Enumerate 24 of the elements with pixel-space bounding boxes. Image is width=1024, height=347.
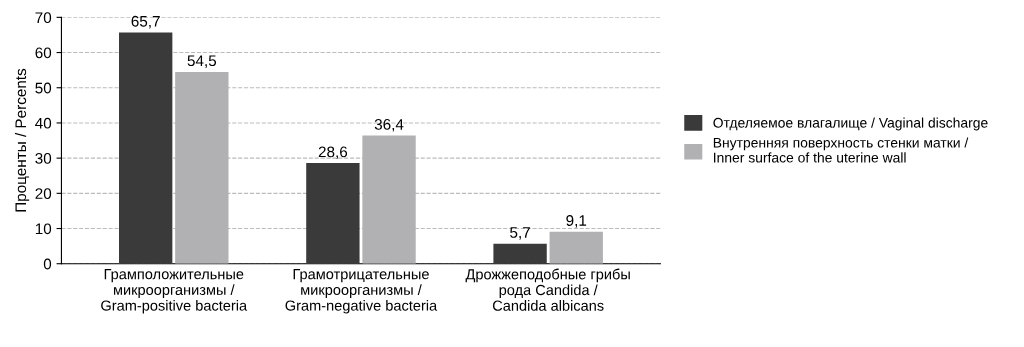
y-tick-label: 50	[35, 82, 52, 94]
data-label: 54,5	[187, 55, 217, 68]
y-tick-label: 70	[35, 12, 52, 24]
data-label: 5,7	[510, 227, 530, 240]
y-axis-title: Проценты / Percents	[14, 68, 30, 212]
y-tick-label: 40	[35, 117, 52, 129]
data-label: 28,6	[318, 146, 348, 160]
x-tick-label: Грамотрицательные микроорганизмы / Gram-negative bacteria	[285, 269, 438, 314]
data-label: 9,1	[566, 215, 587, 228]
y-tick-label: 30	[35, 153, 52, 164]
data-label: 65,7	[131, 15, 160, 29]
legend-label: Отделяемое влагалище / Vaginal discharge	[713, 117, 988, 131]
bar	[306, 163, 360, 264]
y-tick-label: 10	[35, 223, 52, 235]
bar	[549, 231, 603, 264]
bar	[493, 243, 547, 264]
data-label: 36,4	[374, 118, 404, 132]
bar	[119, 32, 173, 264]
x-tick-label: Дрожжеподобные грибы рода Candida / Candida albicans	[465, 268, 630, 311]
y-tick-label: 60	[35, 47, 52, 59]
y-tick-label: 20	[35, 188, 52, 200]
x-tick-label: Грамположительные микроорганизмы / Gram-positive bacteria	[101, 269, 248, 314]
y-tick-label: 0	[43, 258, 52, 270]
legend-label: Внутренняя поверхность стенки матки / Inner surface of the uterine wall	[713, 137, 969, 163]
